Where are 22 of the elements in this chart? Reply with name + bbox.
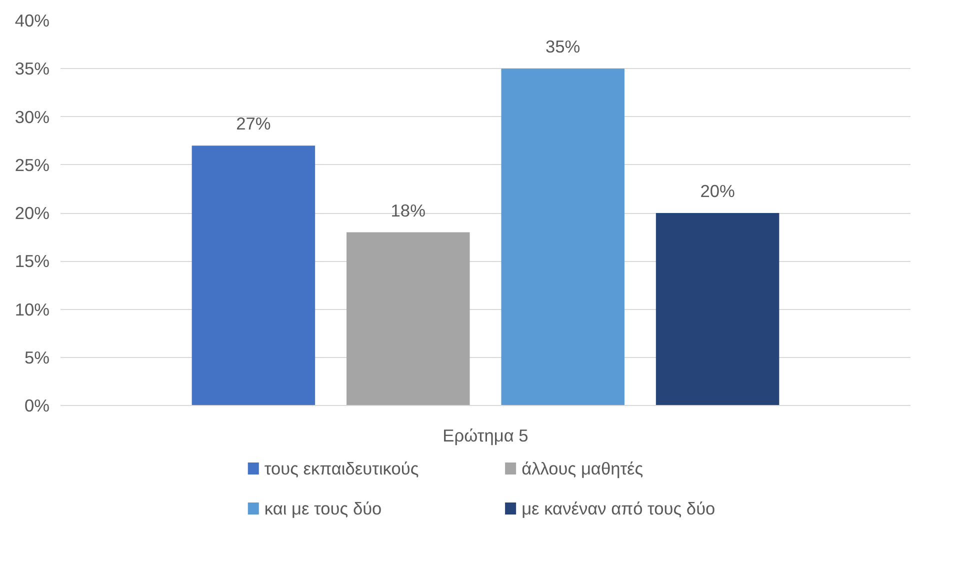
y-tick-label: 30% <box>14 106 50 127</box>
bar <box>346 232 470 406</box>
legend-label: με κανέναν από τους δύο <box>522 498 716 518</box>
bar <box>501 68 624 406</box>
x-tick-label: Ερώτημα 5 <box>442 426 528 446</box>
bar <box>192 146 316 406</box>
y-tick-label: 40% <box>14 10 50 30</box>
legend-label: τους εκπαιδευτικούς <box>264 458 419 478</box>
data-label: 18% <box>390 200 426 220</box>
y-tick-label: 20% <box>14 203 50 223</box>
y-tick-label: 15% <box>14 251 50 272</box>
y-tick-label: 0% <box>24 396 50 416</box>
y-tick-label: 35% <box>14 58 50 79</box>
data-label: 35% <box>546 36 580 57</box>
data-label: 27% <box>236 114 271 134</box>
y-tick-label: 25% <box>14 154 50 175</box>
legend-label: άλλους μαθητές <box>522 458 644 478</box>
data-label: 20% <box>700 181 735 201</box>
y-tick-label: 10% <box>14 299 50 320</box>
y-tick-label: 5% <box>24 347 50 368</box>
bar <box>656 213 780 406</box>
legend-label: και με τους δύο <box>264 498 382 518</box>
